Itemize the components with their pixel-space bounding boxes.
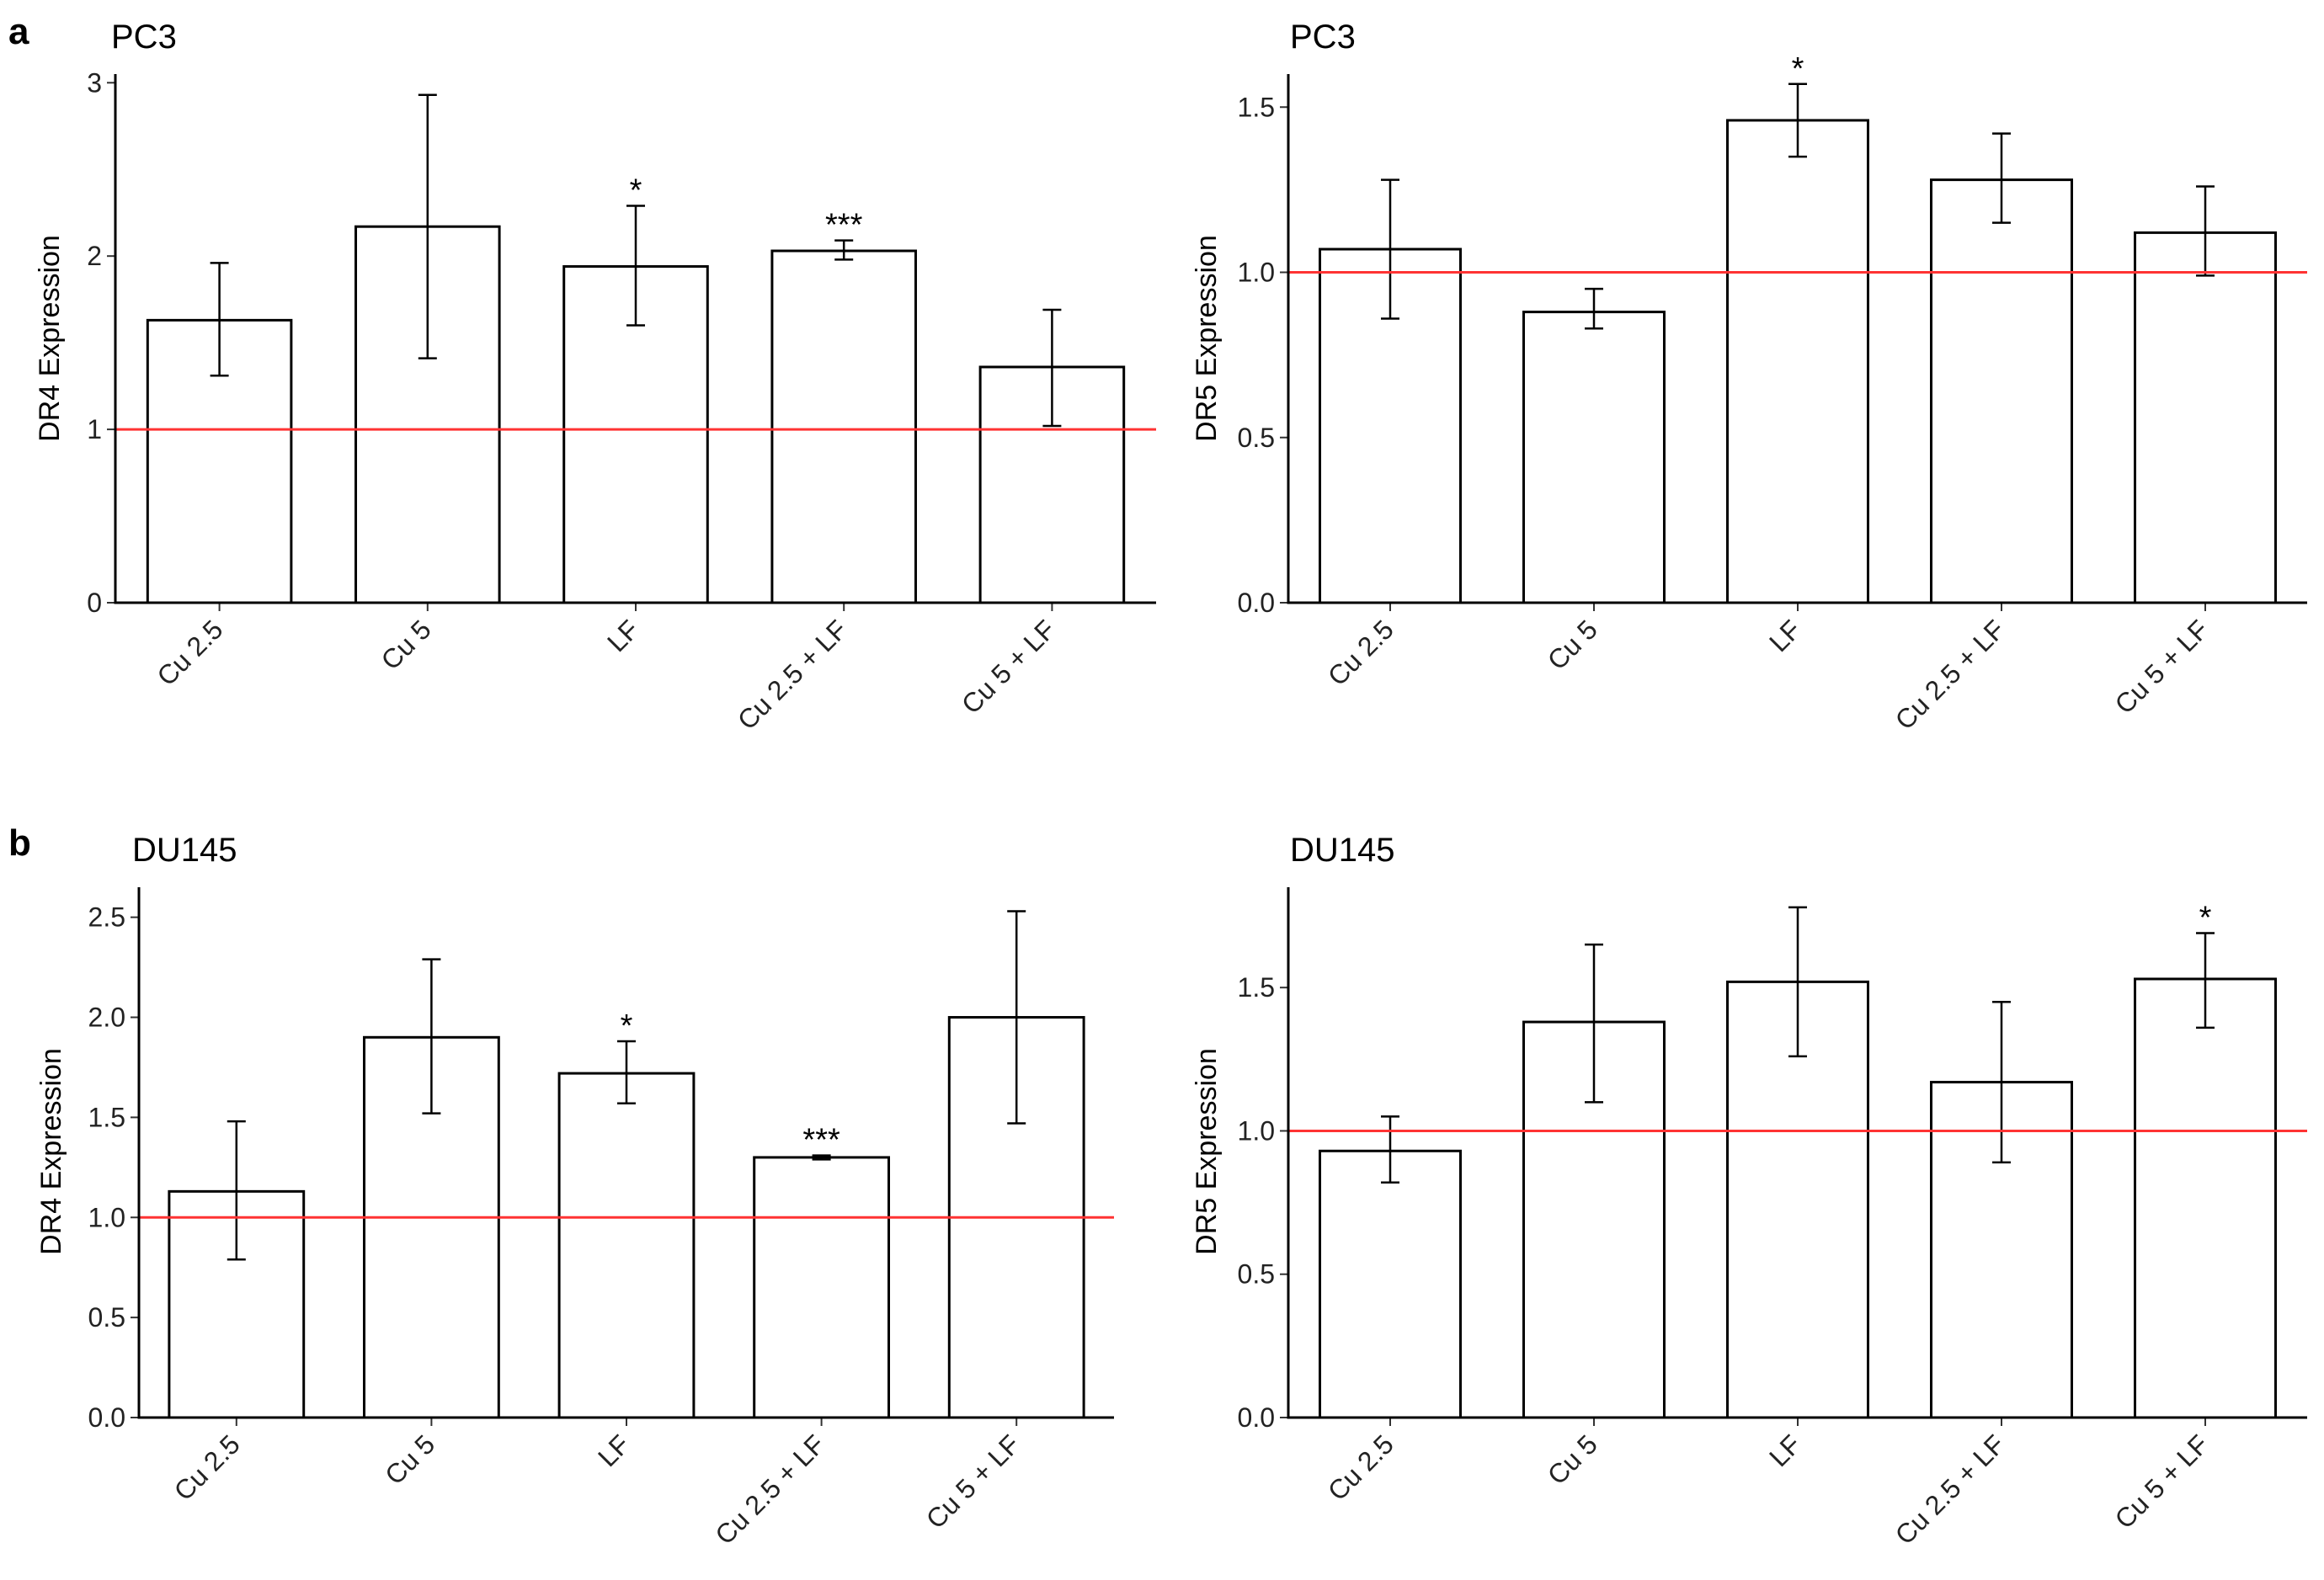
bar	[1319, 1149, 1462, 1419]
y-tick-label: 0.0	[88, 1402, 125, 1433]
y-tick-label: 0	[87, 588, 102, 618]
bar	[770, 249, 917, 604]
bar	[1930, 1081, 2073, 1419]
bar	[2134, 977, 2277, 1419]
chart-title: PC3	[111, 19, 177, 56]
y-tick-label: 0.0	[1238, 588, 1275, 618]
chart-title: DU145	[132, 832, 237, 869]
y-tick-label: 2.0	[88, 1003, 125, 1033]
y-tick-label: 1.0	[1238, 1115, 1275, 1146]
chart-title: DU145	[1290, 832, 1395, 869]
bar	[557, 1072, 696, 1419]
panel-letter-a: a	[8, 11, 29, 52]
y-axis-title: DR4 Expression	[35, 1048, 67, 1255]
y-tick-label: 1.0	[1238, 258, 1275, 288]
bar	[1522, 311, 1666, 604]
y-tick-label: 1.5	[1238, 92, 1275, 122]
panel-letter-b: b	[8, 822, 31, 864]
y-tick-label: 0.5	[1238, 1259, 1275, 1290]
y-axis-title: DR5 Expression	[1191, 1048, 1223, 1255]
significance-label: ***	[802, 1123, 840, 1158]
y-axis-title: DR5 Expression	[1191, 235, 1223, 442]
y-tick-label: 1	[87, 414, 102, 444]
y-tick-label: 3	[87, 67, 102, 98]
significance-label: *	[630, 173, 642, 208]
significance-label: *	[2199, 900, 2212, 935]
y-tick-label: 2	[87, 241, 102, 271]
bar	[753, 1156, 891, 1419]
chart-title: PC3	[1290, 19, 1356, 56]
significance-label: *	[621, 1008, 633, 1044]
y-axis-title: DR4 Expression	[34, 235, 66, 442]
y-tick-label: 0.5	[88, 1302, 125, 1333]
y-tick-label: 0.5	[1238, 423, 1275, 453]
significance-label: *	[1792, 51, 1804, 87]
y-tick-label: 2.5	[88, 902, 125, 933]
y-tick-label: 1.5	[88, 1102, 125, 1132]
y-tick-label: 1.0	[88, 1202, 125, 1232]
y-tick-label: 1.5	[1238, 972, 1275, 1003]
significance-label: ***	[825, 208, 863, 243]
bar	[1930, 178, 2073, 604]
y-tick-label: 0.0	[1238, 1402, 1275, 1433]
bar	[2134, 231, 2277, 604]
bar	[1726, 119, 1869, 604]
